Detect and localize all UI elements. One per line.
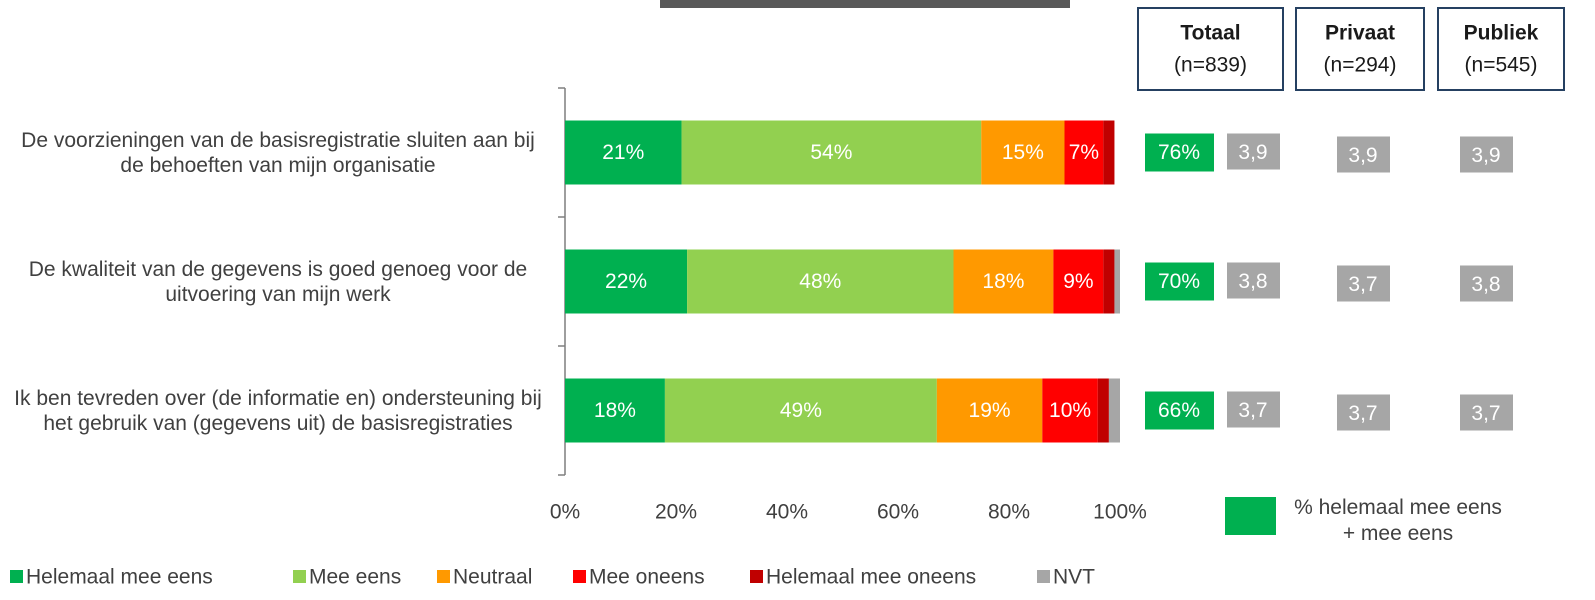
bar-label: 7%: [1069, 141, 1099, 164]
score-value: 3,8: [1471, 273, 1500, 296]
column-title: Publiek: [1464, 22, 1539, 45]
column-title: Totaal: [1180, 22, 1240, 45]
score-value: 3,9: [1471, 144, 1500, 167]
header-bar: [660, 0, 1070, 8]
agree-value: 76%: [1158, 141, 1200, 164]
column-n: (n=545): [1465, 54, 1538, 77]
score-value: 3,7: [1348, 402, 1377, 425]
legend-label: Helemaal mee oneens: [766, 566, 976, 589]
bar-segment: [687, 249, 954, 314]
score-box: [1460, 265, 1513, 302]
bar-segment: [664, 378, 937, 443]
score-box: [1337, 394, 1390, 431]
legend-label: Mee eens: [309, 566, 401, 589]
bar-segment: [1114, 249, 1120, 314]
bar-label: 18%: [982, 270, 1024, 293]
bar-label: 15%: [1002, 141, 1044, 164]
bar-label: 9%: [1063, 270, 1093, 293]
agree-value: 70%: [1158, 270, 1200, 293]
score-value: 3,7: [1348, 273, 1377, 296]
bar-label: 18%: [594, 399, 636, 422]
bar-segment: [1053, 249, 1104, 314]
legend-swatch: [573, 570, 586, 583]
x-tick-label: 80%: [988, 501, 1030, 524]
x-tick-label: 0%: [550, 501, 580, 524]
bar-segment: [565, 378, 665, 443]
agree-box: [1145, 262, 1214, 301]
legend-label: Mee oneens: [589, 566, 705, 589]
bar-segment: [565, 249, 688, 314]
score-box: [1227, 133, 1280, 170]
score-box: [1337, 265, 1390, 302]
bar-segment: [1042, 378, 1098, 443]
score-box: [1227, 391, 1280, 428]
x-tick-label: 40%: [766, 501, 808, 524]
score-value: 3,8: [1238, 270, 1267, 293]
column-header-box: [1295, 7, 1425, 91]
x-tick-label: 100%: [1093, 501, 1147, 524]
bar-segment: [936, 378, 1043, 443]
bar-label: 21%: [602, 141, 644, 164]
legend-label: Neutraal: [453, 566, 532, 589]
score-box: [1227, 262, 1280, 299]
score-box: [1460, 136, 1513, 173]
score-value: 3,9: [1348, 144, 1377, 167]
score-value: 3,7: [1471, 402, 1500, 425]
agree-value: 66%: [1158, 399, 1200, 422]
legend-swatch: [293, 570, 306, 583]
bar-label: 54%: [810, 141, 852, 164]
score-value: 3,9: [1238, 141, 1267, 164]
bar-segment: [1108, 378, 1120, 443]
bar-segment: [565, 120, 682, 185]
legend-swatch: [750, 570, 763, 583]
bar-label: 19%: [969, 399, 1011, 422]
legend-swatch: [1037, 570, 1050, 583]
score-value: 3,7: [1238, 399, 1267, 422]
bar-label: 22%: [605, 270, 647, 293]
column-header-box: [1137, 7, 1284, 91]
category-label: Ik ben tevreden over (de informatie en) …: [14, 386, 542, 435]
agree-box: [1145, 391, 1214, 430]
bar-label: 48%: [799, 270, 841, 293]
column-header-box: [1437, 7, 1565, 91]
score-box: [1460, 394, 1513, 431]
legend-swatch: [437, 570, 450, 583]
bar-label: 10%: [1049, 399, 1091, 422]
column-n: (n=839): [1174, 54, 1247, 77]
category-label: De voorzieningen van de basisregistratie…: [21, 128, 535, 177]
agree-box: [1145, 133, 1214, 172]
bar-segment: [981, 120, 1065, 185]
column-n: (n=294): [1324, 54, 1397, 77]
legend-label: Helemaal mee eens: [26, 566, 213, 589]
category-label: De kwaliteit van de gegevens is goed gen…: [28, 257, 528, 306]
bar-segment: [1103, 249, 1115, 314]
bar-segment: [1064, 120, 1104, 185]
bar-segment: [1097, 378, 1109, 443]
agree-legend-label: % helemaal mee eens + mee eens: [1294, 496, 1502, 545]
score-box: [1337, 136, 1390, 173]
x-tick-label: 60%: [877, 501, 919, 524]
agree-legend-swatch: [1225, 497, 1276, 535]
bar-segment: [953, 249, 1054, 314]
legend-swatch: [10, 570, 23, 583]
x-tick-label: 20%: [655, 501, 697, 524]
bar-segment: [681, 120, 982, 185]
bar-segment: [1103, 120, 1115, 185]
bar-label: 49%: [780, 399, 822, 422]
column-title: Privaat: [1325, 22, 1395, 45]
legend-label: NVT: [1053, 566, 1095, 589]
